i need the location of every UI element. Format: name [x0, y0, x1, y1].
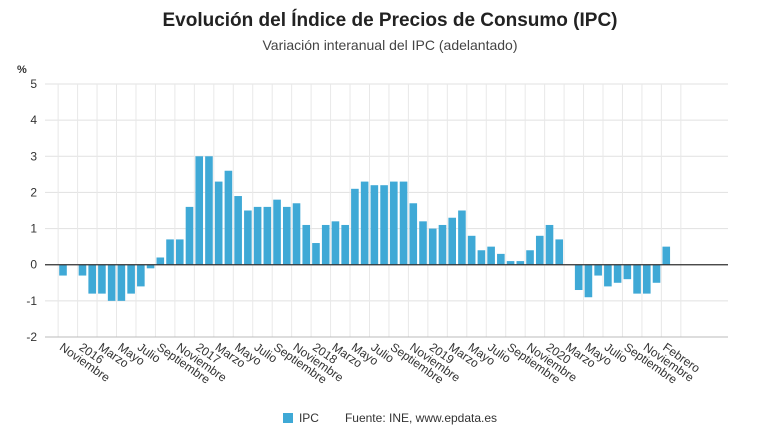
bar	[545, 224, 554, 265]
bar	[263, 206, 272, 265]
bar	[244, 210, 252, 265]
bar	[438, 224, 447, 265]
bar	[390, 181, 398, 265]
bar	[59, 264, 67, 276]
bar	[253, 206, 262, 265]
legend: IPC Fuente: INE, www.epdata.es	[0, 411, 780, 425]
bar	[623, 264, 632, 280]
y-tick-label: 5	[30, 77, 37, 91]
bar	[98, 264, 106, 294]
bar	[107, 264, 116, 301]
bar	[380, 185, 388, 265]
bar	[146, 264, 155, 269]
bar	[477, 250, 486, 265]
x-axis-tick-labels: Noviembre2016MarzoMayoJulioSeptiembreNov…	[57, 340, 703, 387]
bar	[88, 264, 96, 294]
bar	[351, 188, 359, 265]
bar	[652, 264, 661, 283]
chart-title: Evolución del Índice de Precios de Consu…	[162, 10, 618, 31]
bar	[341, 224, 349, 265]
bar	[526, 250, 534, 265]
bar	[273, 199, 281, 265]
bar	[613, 264, 622, 283]
bar	[399, 181, 408, 265]
bar	[467, 235, 476, 265]
bar	[185, 206, 194, 265]
bar	[195, 156, 204, 265]
axes	[45, 264, 728, 338]
bar	[234, 196, 242, 265]
bar	[419, 221, 427, 265]
bar-series-ipc	[59, 156, 671, 301]
bar	[409, 203, 418, 265]
legend-label-ipc: IPC	[298, 411, 319, 425]
bar	[428, 228, 437, 265]
y-tick-label: 2	[30, 185, 37, 199]
bar	[516, 261, 525, 265]
bar	[448, 217, 456, 265]
bar	[214, 181, 223, 265]
bar	[574, 264, 583, 291]
bar	[643, 264, 651, 294]
bar	[331, 221, 340, 265]
chart-subtitle: Variación interanual del IPC (adelantado…	[262, 37, 518, 53]
bar	[604, 264, 612, 287]
bar	[78, 264, 87, 276]
bar	[584, 264, 593, 298]
bar	[292, 203, 301, 265]
bar	[137, 264, 145, 287]
y-tick-label: 4	[30, 113, 37, 127]
bar	[594, 264, 602, 276]
y-tick-label: 0	[30, 258, 37, 272]
y-tick-label: 1	[30, 222, 37, 236]
bar	[282, 206, 291, 265]
bar	[175, 239, 184, 265]
bar	[497, 253, 505, 265]
bar	[205, 156, 213, 265]
bar	[535, 235, 544, 265]
y-axis-unit: %	[17, 64, 27, 76]
bar	[555, 239, 564, 265]
bar	[166, 239, 174, 265]
bar	[117, 264, 126, 301]
bar	[633, 264, 641, 294]
bar	[360, 181, 369, 265]
bar	[370, 185, 379, 265]
source-note: Fuente: INE, www.epdata.es	[344, 411, 498, 425]
bar	[662, 246, 671, 265]
bar	[458, 210, 466, 265]
bar	[487, 246, 495, 265]
bar	[312, 243, 320, 265]
y-tick-label: 3	[30, 149, 37, 163]
bar	[302, 224, 311, 265]
bar	[224, 170, 233, 265]
bar	[127, 264, 135, 294]
legend-swatch-ipc	[282, 413, 293, 423]
y-tick-label: -1	[26, 294, 37, 308]
bar	[321, 224, 330, 265]
y-tick-label: -2	[26, 330, 37, 344]
bar	[156, 257, 165, 265]
bar	[506, 261, 515, 265]
